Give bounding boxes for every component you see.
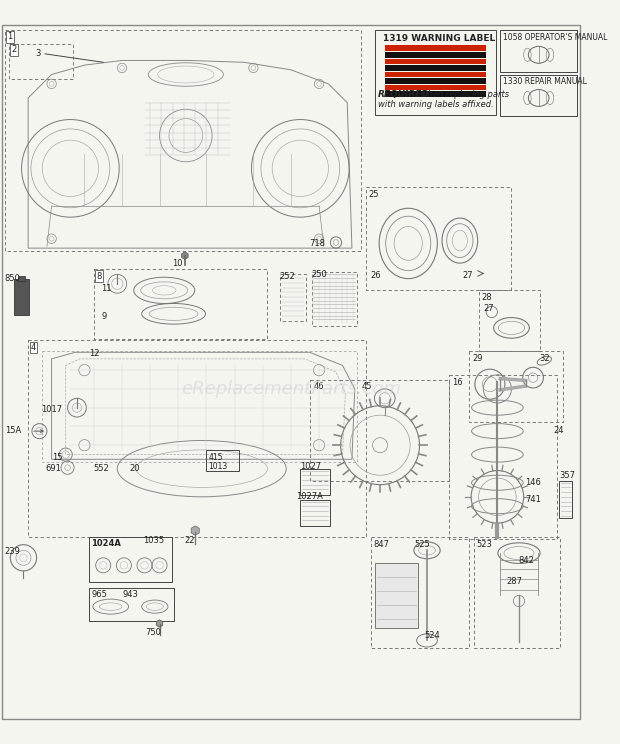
Text: 9: 9 xyxy=(101,312,107,321)
Text: 523: 523 xyxy=(477,540,493,549)
Bar xyxy=(206,450,239,470)
Text: 4: 4 xyxy=(31,343,36,352)
Text: 27: 27 xyxy=(463,271,473,280)
Bar xyxy=(385,59,486,64)
Text: 1319 WARNING LABEL: 1319 WARNING LABEL xyxy=(383,34,495,43)
Bar xyxy=(375,31,495,115)
Text: 1330 REPAIR MANUAL: 1330 REPAIR MANUAL xyxy=(503,77,587,86)
Text: 10: 10 xyxy=(172,260,182,269)
Text: 22: 22 xyxy=(184,536,195,545)
Text: 1058 OPERATOR'S MANUAL: 1058 OPERATOR'S MANUAL xyxy=(503,33,608,42)
Bar xyxy=(449,375,557,539)
Text: 357: 357 xyxy=(559,472,575,481)
Text: 415: 415 xyxy=(208,452,223,462)
Bar xyxy=(375,562,418,628)
Bar xyxy=(18,276,25,281)
Text: 2: 2 xyxy=(11,45,17,54)
Bar xyxy=(310,379,449,481)
Bar xyxy=(385,71,486,77)
Bar xyxy=(385,45,486,51)
Text: 46: 46 xyxy=(314,382,324,391)
Text: 45: 45 xyxy=(361,382,372,391)
Bar xyxy=(312,272,356,326)
Text: 965: 965 xyxy=(91,590,107,599)
Text: REQUIRED: REQUIRED xyxy=(378,91,430,100)
Bar xyxy=(469,351,563,422)
Text: eReplacementParts.com: eReplacementParts.com xyxy=(181,380,401,398)
Text: 1: 1 xyxy=(7,32,13,41)
Text: 25: 25 xyxy=(369,190,379,199)
Bar xyxy=(479,290,539,351)
Bar xyxy=(89,588,174,620)
Text: 11: 11 xyxy=(101,283,112,293)
Text: 12: 12 xyxy=(89,350,100,359)
Text: 250: 250 xyxy=(312,270,327,279)
Bar xyxy=(366,187,511,290)
Text: 15A: 15A xyxy=(5,426,21,435)
Bar xyxy=(5,31,361,251)
Text: 741: 741 xyxy=(526,495,541,504)
Bar xyxy=(14,279,29,315)
FancyArrowPatch shape xyxy=(33,430,43,432)
Text: 1013: 1013 xyxy=(208,462,228,471)
Text: 20: 20 xyxy=(130,464,140,473)
Text: 16: 16 xyxy=(453,378,463,387)
Text: 750: 750 xyxy=(146,628,161,637)
Bar xyxy=(371,537,469,648)
Text: with warning labels affixed.: with warning labels affixed. xyxy=(378,100,494,109)
Text: 1027: 1027 xyxy=(300,462,321,471)
Text: 26: 26 xyxy=(371,271,381,280)
Text: 1017: 1017 xyxy=(42,405,63,414)
Bar xyxy=(89,537,172,583)
Bar xyxy=(500,31,577,71)
Bar xyxy=(385,78,486,84)
Text: when replacing parts: when replacing parts xyxy=(418,91,509,100)
Bar xyxy=(500,74,577,116)
Text: 29: 29 xyxy=(472,354,482,363)
Text: 239: 239 xyxy=(5,547,20,556)
Bar xyxy=(42,351,356,462)
Text: 842: 842 xyxy=(518,556,534,565)
Text: 1024A: 1024A xyxy=(91,539,121,548)
Text: 27: 27 xyxy=(484,304,494,313)
Text: 718: 718 xyxy=(310,239,326,248)
Text: 8: 8 xyxy=(97,272,102,280)
Text: 32: 32 xyxy=(539,354,550,363)
Bar xyxy=(385,65,486,71)
Text: 252: 252 xyxy=(280,272,295,280)
Text: 28: 28 xyxy=(482,293,492,302)
Bar xyxy=(559,481,572,519)
Text: 847: 847 xyxy=(373,540,389,549)
Bar xyxy=(300,500,330,526)
Text: 287: 287 xyxy=(507,577,523,586)
Text: 943: 943 xyxy=(122,590,138,599)
Text: 691: 691 xyxy=(45,464,61,473)
Bar xyxy=(385,92,486,97)
Text: 146: 146 xyxy=(526,478,541,487)
Bar xyxy=(300,469,330,495)
Text: 524: 524 xyxy=(424,631,440,640)
Text: 850: 850 xyxy=(5,275,20,283)
Bar xyxy=(474,537,560,648)
Bar xyxy=(9,44,73,79)
Bar xyxy=(94,269,267,339)
Text: 552: 552 xyxy=(94,464,110,473)
Text: 24: 24 xyxy=(554,426,564,435)
Bar xyxy=(28,340,366,537)
Text: 525: 525 xyxy=(415,540,430,549)
Bar xyxy=(280,275,306,321)
Bar xyxy=(385,52,486,57)
Text: 15: 15 xyxy=(53,452,63,462)
Bar xyxy=(385,85,486,91)
Text: 3: 3 xyxy=(36,49,41,58)
Text: 1035: 1035 xyxy=(143,536,164,545)
Text: 1027A: 1027A xyxy=(296,492,322,501)
